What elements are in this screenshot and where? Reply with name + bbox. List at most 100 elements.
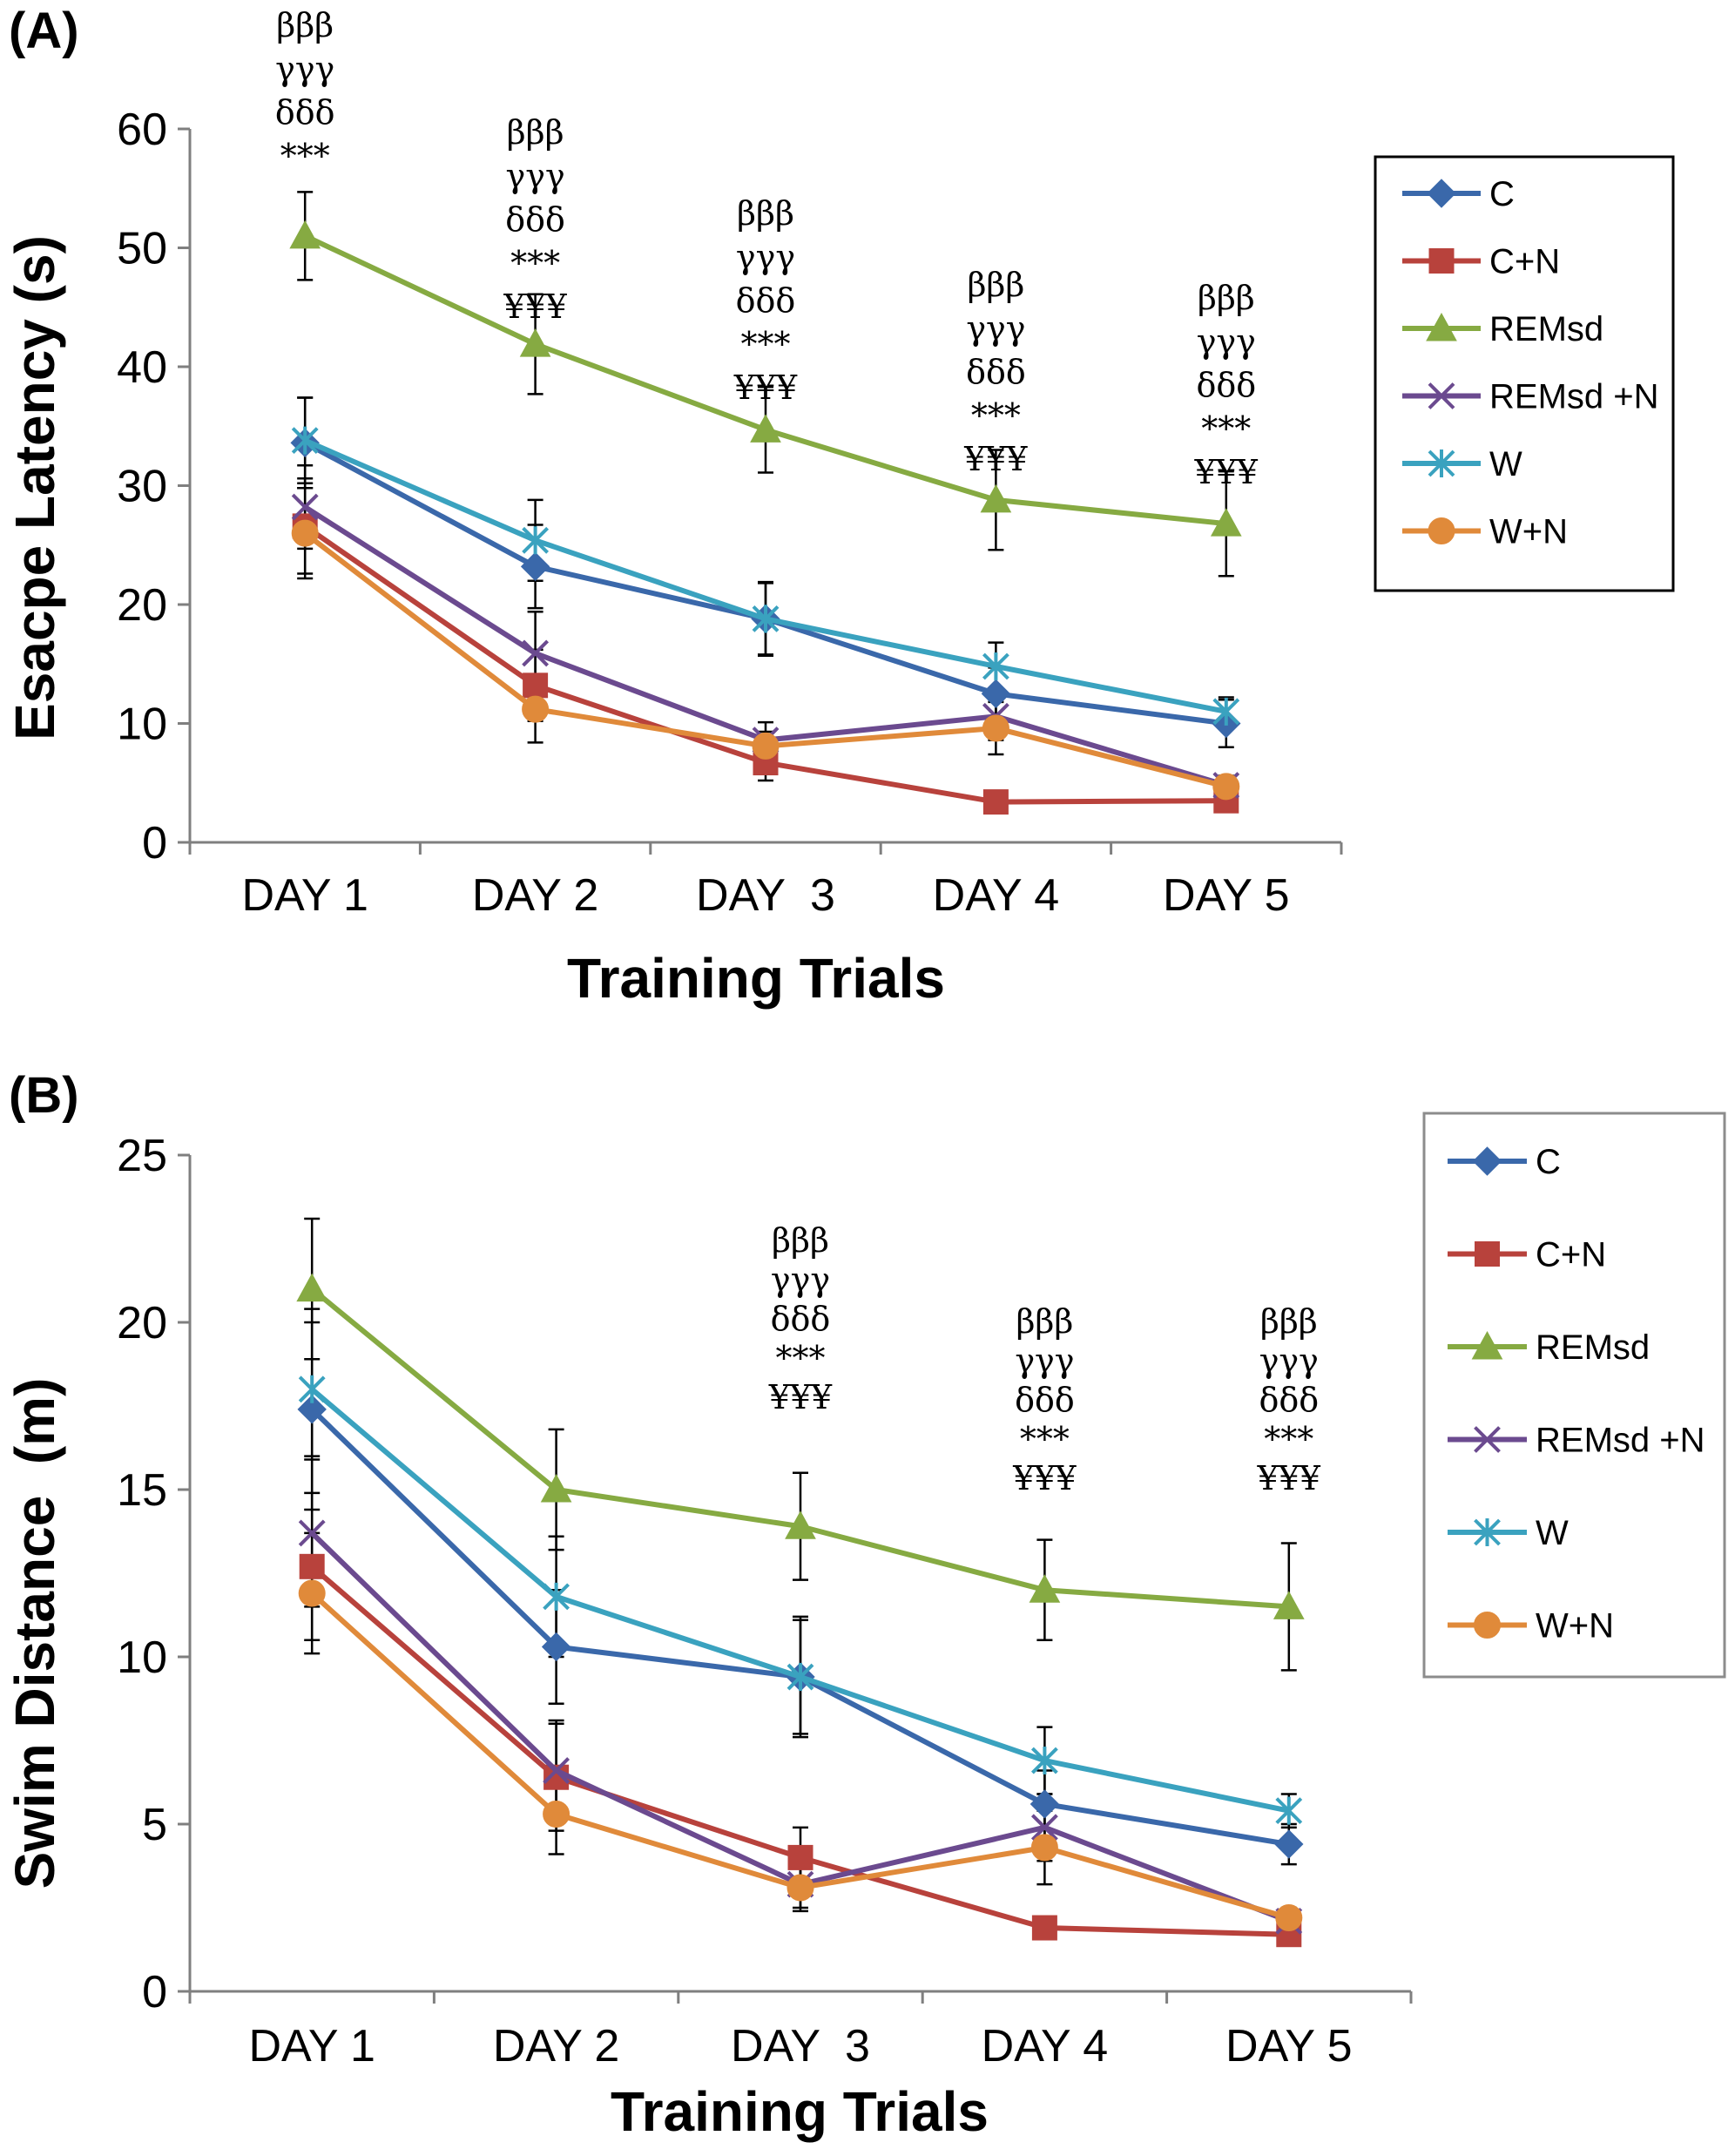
significance-label: *** [280,137,330,175]
legend-label: W [1536,1514,1569,1552]
legend-marker [1474,1612,1501,1639]
panel-label: (B) [9,1067,79,1124]
data-point [1031,1915,1057,1941]
legend: C C+N REMsd REMsd +N W W+N [1422,1112,1726,1679]
data-point [786,1874,814,1902]
legend-label: C [1489,175,1515,213]
data-point [289,220,321,249]
significance-label: βββ [1016,1302,1073,1341]
x-axis-title: Training Trials [611,2080,989,2143]
y-tick-label: 5 [142,1800,167,1850]
y-tick-label: 10 [117,700,167,750]
data-point [785,1511,816,1539]
significance-label: βββ [967,266,1024,304]
significance-label: ¥¥¥ [1257,1459,1321,1497]
x-tick-label: DAY 2 [493,2021,620,2072]
data-point [750,414,781,443]
data-point [982,789,1009,815]
significance-label: *** [1020,1420,1070,1458]
series-W [298,1375,1303,1825]
legend-item: REMsd +N [1448,1422,1705,1460]
data-point [1275,1904,1303,1932]
series-W [291,426,1240,726]
series-REMsd [296,1273,1305,1619]
legend-label: REMsd +N [1489,378,1659,416]
significance-label: δδδ [1196,366,1256,404]
data-point [299,1553,325,1579]
legend-item: C [1448,1143,1561,1181]
data-point [291,426,319,455]
significance-label: γγγ [506,157,565,195]
data-point [523,672,549,699]
error-bars-REMsd [297,191,1234,578]
significance-label: ¥¥¥ [1194,453,1259,491]
significance-label: βββ [1198,279,1255,317]
x-tick-label: DAY 4 [933,870,1060,921]
x-tick-label: DAY 3 [696,870,835,921]
series-line [310,1387,1290,1814]
data-point [543,1800,570,1828]
legend-marker [1426,312,1457,341]
series-W+N [298,1579,1303,1932]
data-point [1030,1814,1058,1842]
significance-label: γγγ [1197,322,1256,361]
data-point [522,639,550,667]
series-C+N [292,513,1239,815]
data-point [291,519,319,547]
significance-label: δδδ [771,1300,831,1338]
x-tick-label: DAY 5 [1225,2021,1353,2072]
legend: C C+N REMsd REMsd +N W W+N [1374,155,1675,592]
data-point [982,652,1009,680]
significance-label: δδδ [966,353,1026,391]
legend-label: W [1489,445,1522,483]
legend-label: C+N [1489,243,1560,281]
y-tick-label: 10 [117,1632,167,1683]
legend-label: C+N [1536,1236,1606,1274]
legend-item: C+N [1402,243,1560,281]
significance-label: ¥¥¥ [963,440,1028,478]
chart-panel-a: (A) 0 10 20 30 40 50 60 DAY 1 DAY 2 DAY 3 DAY 4 DAY … [3,3,1675,1010]
significance-label: δδδ [1015,1381,1075,1419]
y-axis-title: Esacpe Latency (s) [3,235,66,740]
significance-label: βββ [276,6,334,44]
series-W+N [291,519,1240,801]
legend-marker [1428,449,1455,477]
y-tick-label: 0 [142,1967,167,2017]
legend-item: C [1402,175,1515,213]
legend-marker [1475,1241,1500,1267]
data-point [1275,1796,1303,1825]
legend-item: W [1402,445,1522,483]
significance-label: *** [971,396,1021,435]
data-point [520,551,550,582]
significance-label: δδδ [275,93,335,132]
x-tick-label: DAY 1 [248,2021,375,2072]
data-point [522,695,550,723]
data-point [982,714,1009,742]
y-tick-label: 60 [117,105,167,155]
legend-label: W+N [1489,513,1568,551]
legend-item: W [1448,1514,1569,1552]
significance-label: γγγ [1259,1342,1319,1380]
legend-marker [1428,517,1455,544]
legend-marker [1474,1518,1501,1546]
data-point [296,1273,328,1302]
legend-marker [1427,179,1456,208]
significance-label: *** [510,244,560,282]
y-tick-label: 0 [142,818,167,868]
significance-label: γγγ [736,238,795,276]
data-point [543,1757,570,1784]
legend-label: C [1536,1143,1561,1181]
significance-label: δδδ [736,281,796,320]
data-point [540,1473,572,1503]
legend-item: REMsd [1402,310,1603,348]
series-line [304,437,1227,714]
data-point [1210,508,1242,537]
data-point [752,732,780,760]
data-point [1212,697,1240,726]
significance-label: βββ [507,113,564,152]
significance-label: ¥¥¥ [733,368,798,407]
y-tick-label: 20 [117,580,167,631]
legend-marker [1428,382,1455,409]
significance-label: δδδ [1259,1381,1319,1419]
